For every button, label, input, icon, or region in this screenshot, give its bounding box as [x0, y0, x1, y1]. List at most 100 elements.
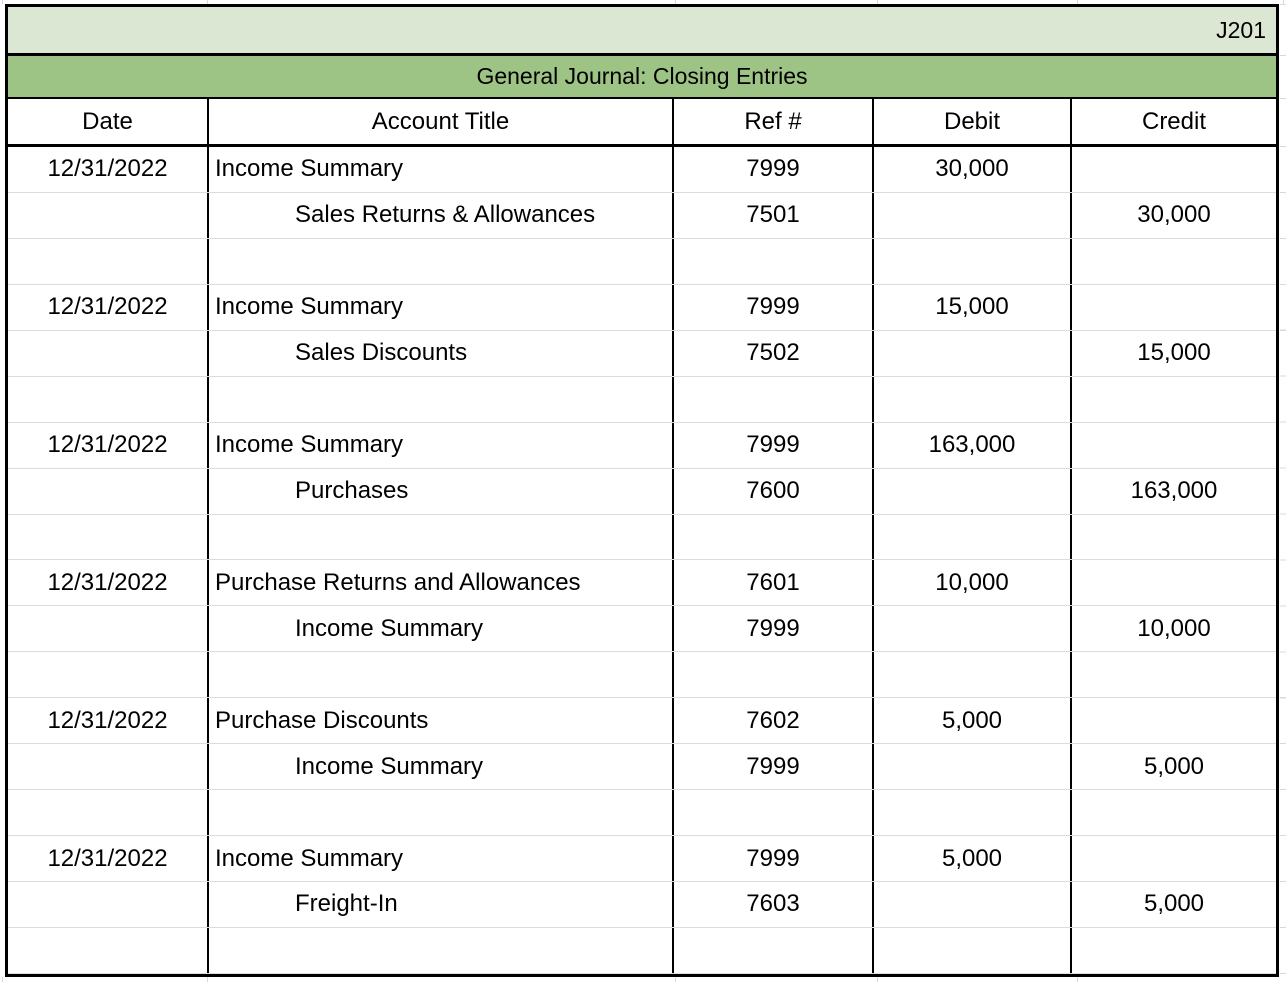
cell-debit[interactable]: 163,000 [872, 422, 1070, 468]
cell-account-title[interactable]: Income Summary [207, 836, 672, 881]
cell-ref[interactable]: 7999 [672, 284, 872, 330]
cell-date[interactable] [8, 515, 207, 560]
cell-credit[interactable] [1070, 652, 1276, 698]
cell-credit[interactable]: 30,000 [1070, 192, 1276, 238]
cell-date[interactable] [8, 606, 207, 651]
journal-title-cell[interactable]: General Journal: Closing Entries [476, 63, 808, 89]
cell-debit[interactable] [872, 790, 1070, 836]
cell-credit[interactable] [1070, 836, 1276, 881]
cell-ref[interactable] [672, 927, 872, 973]
cell-debit[interactable] [872, 330, 1070, 376]
cell-ref[interactable]: 7502 [672, 330, 872, 376]
cell-ref[interactable]: 7999 [672, 744, 872, 790]
cell-date[interactable] [8, 377, 207, 422]
cell-account-title[interactable] [207, 376, 672, 422]
cell-credit[interactable] [1070, 422, 1276, 468]
cell-credit[interactable]: 5,000 [1070, 744, 1276, 790]
cell-debit[interactable]: 30,000 [872, 147, 1070, 192]
cell-credit[interactable]: 5,000 [1070, 882, 1276, 927]
header-date[interactable]: Date [82, 107, 133, 135]
cell-credit[interactable] [1070, 790, 1276, 836]
cell-ref[interactable]: 7999 [672, 836, 872, 881]
cell-credit[interactable] [1070, 698, 1276, 744]
cell-account-title[interactable]: Purchase Returns and Allowances [207, 560, 672, 606]
cell-date[interactable]: 12/31/2022 [47, 706, 168, 734]
cell-credit[interactable]: 15,000 [1070, 330, 1276, 376]
cell-debit[interactable] [872, 652, 1070, 698]
cell-account-title[interactable]: Income Summary [207, 744, 672, 790]
cell-debit[interactable]: 5,000 [872, 836, 1070, 881]
cell-date[interactable] [8, 790, 207, 835]
cell-debit[interactable] [872, 192, 1070, 238]
cell-credit[interactable] [1070, 927, 1276, 973]
cell-ref[interactable]: 7999 [672, 147, 872, 192]
cell-credit[interactable] [1070, 238, 1276, 284]
cell-account-title[interactable]: Sales Returns & Allowances [207, 192, 672, 238]
cell-date[interactable]: 12/31/2022 [47, 568, 168, 596]
cell-ref[interactable] [672, 514, 872, 560]
cell-debit[interactable] [872, 882, 1070, 927]
header-debit[interactable]: Debit [872, 99, 1070, 144]
cell-ref[interactable]: 7600 [672, 468, 872, 514]
cell-credit[interactable]: 163,000 [1070, 468, 1276, 514]
cell-ref[interactable]: 7601 [672, 560, 872, 606]
cell-credit[interactable] [1070, 376, 1276, 422]
cell-account-title[interactable] [207, 790, 672, 836]
cell-account-title[interactable]: Freight-In [207, 882, 672, 927]
cell-ref[interactable] [672, 376, 872, 422]
cell-debit[interactable] [872, 606, 1070, 652]
cell-debit[interactable] [872, 514, 1070, 560]
cell-debit[interactable]: 15,000 [872, 284, 1070, 330]
cell-date[interactable] [8, 744, 207, 789]
cell-account-title[interactable]: Purchases [207, 468, 672, 514]
cell-debit[interactable]: 5,000 [872, 698, 1070, 744]
cell-credit[interactable]: 10,000 [1070, 606, 1276, 652]
cell-account-title[interactable]: Income Summary [207, 422, 672, 468]
cell-ref[interactable]: 7501 [672, 192, 872, 238]
cell-account-title[interactable]: Sales Discounts [207, 330, 672, 376]
cell-account-title[interactable] [207, 652, 672, 698]
cell-ref[interactable] [672, 238, 872, 284]
cell-date[interactable] [8, 652, 207, 697]
cell-debit[interactable] [872, 468, 1070, 514]
cell-account-title[interactable]: Income Summary [207, 284, 672, 330]
cell-date[interactable]: 12/31/2022 [47, 293, 168, 321]
banner-row: J201 [8, 7, 1276, 56]
cell-date[interactable] [8, 193, 207, 238]
cell-account-title[interactable] [207, 927, 672, 973]
cell-debit[interactable] [872, 376, 1070, 422]
cell-ref[interactable]: 7603 [672, 882, 872, 927]
cell-ref[interactable]: 7602 [672, 698, 872, 744]
cell-date[interactable] [8, 469, 207, 514]
cell-debit[interactable] [872, 238, 1070, 284]
cell-credit[interactable] [1070, 514, 1276, 560]
cell-credit[interactable] [1070, 560, 1276, 606]
cell-date[interactable]: 12/31/2022 [47, 155, 168, 183]
cell-account-title[interactable]: Income Summary [207, 606, 672, 652]
journal-ref-cell[interactable]: J201 [1216, 16, 1266, 43]
header-ref[interactable]: Ref # [672, 99, 872, 144]
cell-date[interactable] [8, 239, 207, 284]
cell-date[interactable] [8, 928, 207, 973]
cell-date[interactable]: 12/31/2022 [47, 844, 168, 872]
cell-date[interactable]: 12/31/2022 [47, 431, 168, 459]
cell-debit[interactable]: 10,000 [872, 560, 1070, 606]
cell-date[interactable] [8, 331, 207, 376]
cell-account-title[interactable] [207, 514, 672, 560]
cell-ref[interactable]: 7999 [672, 422, 872, 468]
cell-debit[interactable] [872, 744, 1070, 790]
cell-account-title[interactable]: Income Summary [207, 147, 672, 192]
cell-ref[interactable]: 7999 [672, 606, 872, 652]
table-row: Income Summary 7999 10,000 [8, 606, 1276, 653]
header-credit[interactable]: Credit [1070, 99, 1276, 144]
cell-credit[interactable] [1070, 147, 1276, 192]
cell-date[interactable] [8, 882, 207, 927]
header-account-title[interactable]: Account Title [207, 99, 672, 144]
gridline-stub [1280, 98, 1286, 99]
cell-account-title[interactable] [207, 238, 672, 284]
cell-ref[interactable] [672, 652, 872, 698]
cell-ref[interactable] [672, 790, 872, 836]
cell-debit[interactable] [872, 927, 1070, 973]
cell-account-title[interactable]: Purchase Discounts [207, 698, 672, 744]
cell-credit[interactable] [1070, 284, 1276, 330]
